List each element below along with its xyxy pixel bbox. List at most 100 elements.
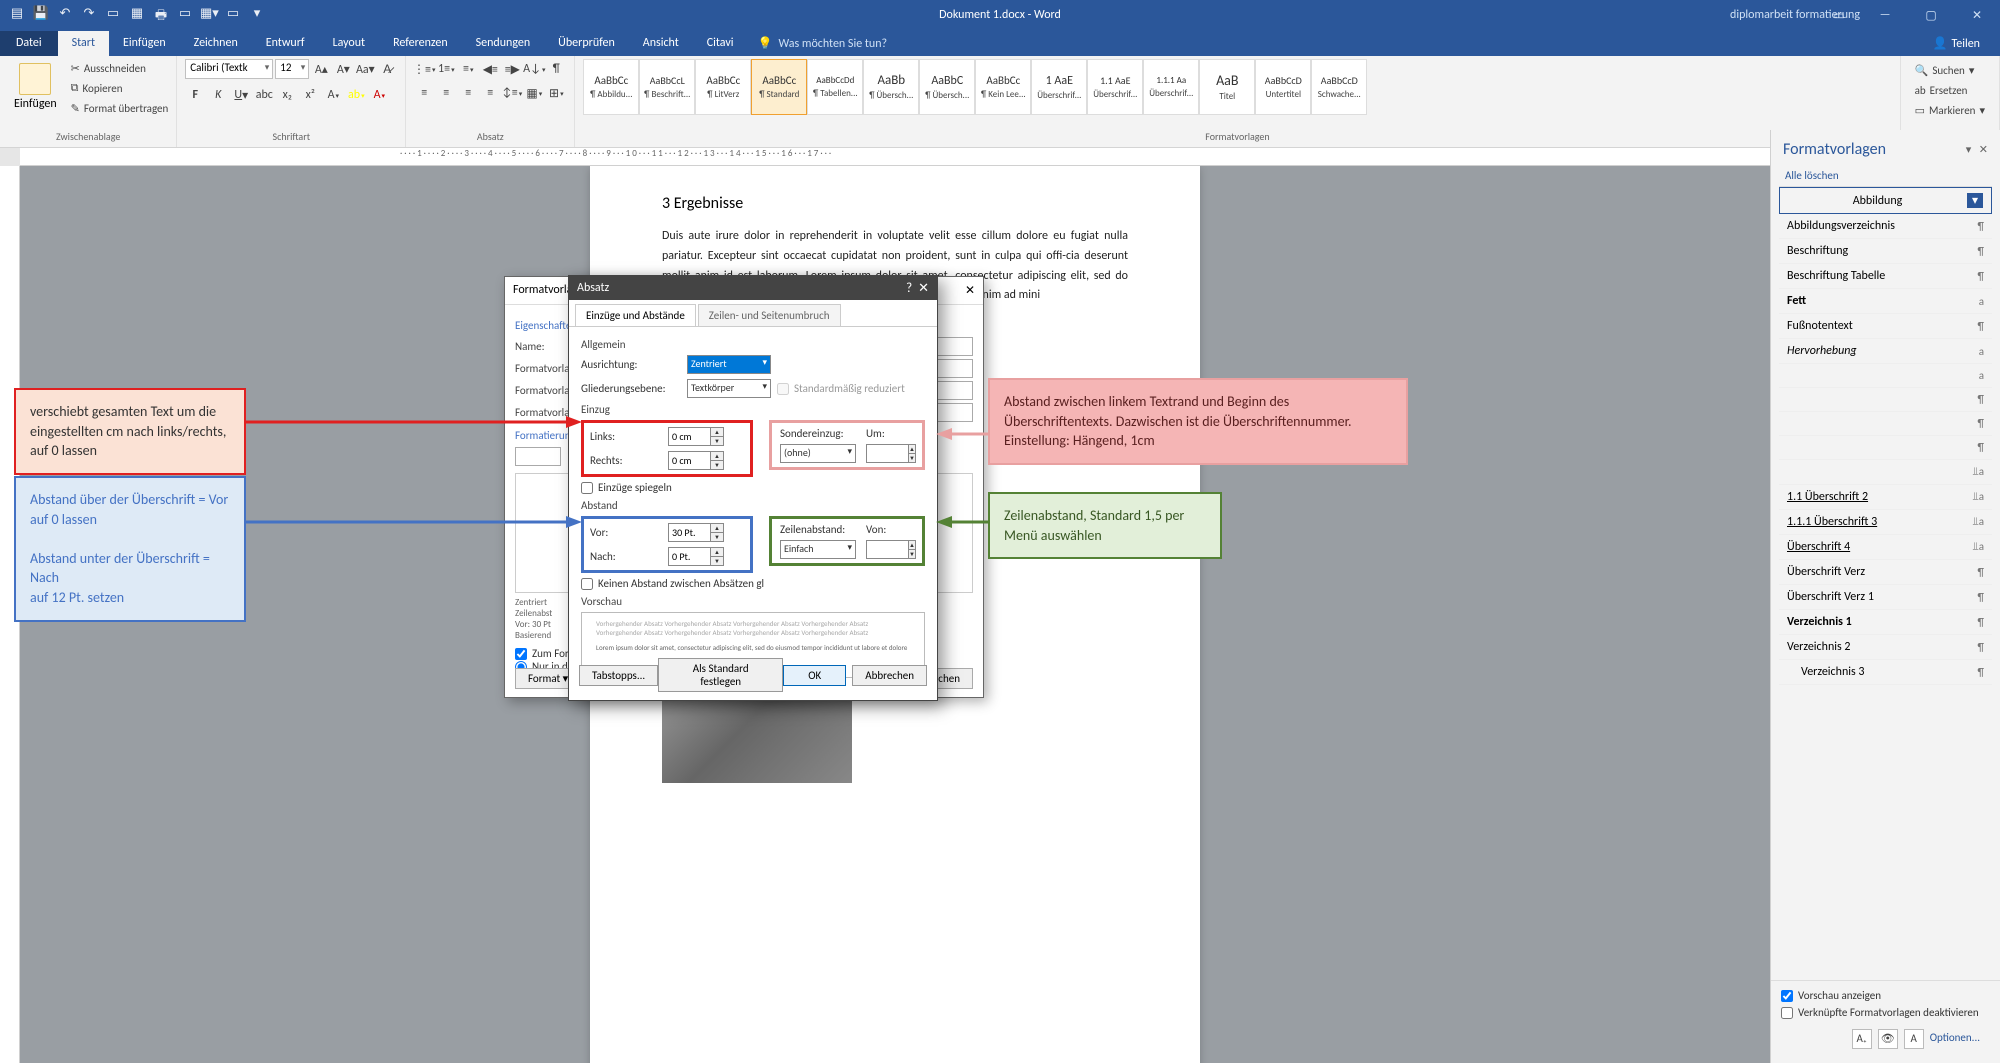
style-gallery-item[interactable]: AaBbCcDSchwache... (1311, 59, 1367, 115)
style-row[interactable]: ¶ (1779, 388, 1992, 412)
multilevel-icon[interactable]: ≡ (458, 59, 478, 79)
help-icon[interactable]: ? (906, 281, 912, 296)
underline-icon[interactable]: U▾ (231, 85, 251, 105)
cut-button[interactable]: ✂ Ausschneiden (71, 59, 169, 77)
dedent-icon[interactable]: ◀≡ (480, 59, 500, 79)
space-after-input[interactable]: ▲▼ (668, 547, 744, 566)
tab-file[interactable]: Datei (0, 31, 58, 56)
qat-icon[interactable]: 🖶 (152, 6, 170, 24)
style-row[interactable]: Verzeichnis 3¶ (1779, 660, 1992, 685)
no-space-check[interactable] (581, 578, 593, 590)
minimize-icon[interactable]: — (1862, 0, 1908, 30)
font-color-icon[interactable]: A (369, 85, 389, 105)
special-indent-select[interactable]: (ohne) (780, 444, 856, 463)
font-name-combo[interactable]: Calibri (Textk (185, 59, 273, 79)
ribbon-opts-icon[interactable]: ▭ (1816, 0, 1862, 30)
style-gallery-item[interactable]: AaBbCcDUntertitel (1255, 59, 1311, 115)
options-link[interactable]: Optionen... (1930, 1029, 1980, 1049)
mirror-check[interactable] (581, 482, 593, 494)
shrink-font-icon[interactable]: A▾ (333, 59, 353, 79)
tab-references[interactable]: Referenzen (379, 31, 462, 56)
tab-draw[interactable]: Zeichnen (180, 31, 252, 56)
line-at-input[interactable]: ▲▼ (866, 540, 914, 559)
tab-linebreaks[interactable]: Zeilen- und Seitenumbruch (698, 304, 841, 326)
style-gallery-item[interactable]: AaBbCc¶ Kein Lee... (975, 59, 1031, 115)
style-row[interactable]: Überschrift Verz¶ (1779, 560, 1992, 585)
style-row[interactable]: Abbildung▾ (1779, 187, 1992, 214)
qat-icon[interactable]: ▭ (224, 6, 242, 24)
show-preview-check[interactable] (1781, 990, 1793, 1002)
indent-left-input[interactable]: ▲▼ (668, 427, 744, 446)
style-gallery-item[interactable]: AaBbCcL¶ Beschrift... (639, 59, 695, 115)
close-icon[interactable]: ✕ (918, 281, 929, 296)
style-gallery-item[interactable]: 1.1 AaEÜberschrif... (1087, 59, 1143, 115)
style-gallery-item[interactable]: AaBbCcDd¶ Tabellen... (807, 59, 863, 115)
tab-mailings[interactable]: Sendungen (462, 31, 545, 56)
style-row[interactable]: 1.1 Überschrift 2⫫a (1779, 485, 1992, 510)
ruler-horizontal[interactable]: ····1····2····3····4····5····6····7····8… (20, 148, 2000, 166)
change-case-icon[interactable]: Aa▾ (355, 59, 375, 79)
style-row[interactable]: Überschrift 4⫫a (1779, 535, 1992, 560)
cancel-button[interactable]: Abbrechen (852, 665, 927, 686)
bold-icon[interactable]: F (185, 85, 205, 105)
copy-button[interactable]: ⧉ Kopieren (71, 79, 169, 97)
tab-indents[interactable]: Einzüge und Abstände (575, 304, 696, 326)
style-gallery-item[interactable]: 1 AaEÜberschrif... (1031, 59, 1087, 115)
grow-font-icon[interactable]: A▴ (311, 59, 331, 79)
find-button[interactable]: 🔍 Suchen ▾ (1915, 61, 1985, 79)
tab-view[interactable]: Ansicht (629, 31, 693, 56)
undo-icon[interactable]: ↶ (56, 6, 74, 24)
tab-design[interactable]: Entwurf (252, 31, 319, 56)
tell-me[interactable]: 💡Was möchten Sie tun? (748, 31, 898, 56)
italic-icon[interactable]: K (208, 85, 228, 105)
line-spacing-icon[interactable]: ↕≡ (502, 83, 522, 103)
disable-linked-check[interactable] (1781, 1007, 1793, 1019)
pilcrow-icon[interactable]: ¶ (546, 59, 566, 79)
style-row[interactable]: a (1779, 364, 1992, 388)
close-icon[interactable]: ✕ (965, 283, 975, 298)
inspector-icon[interactable]: 👁 (1878, 1029, 1898, 1049)
style-gallery-item[interactable]: AaBb¶ Übersch... (863, 59, 919, 115)
style-row[interactable]: 1.1.1 Überschrift 3⫫a (1779, 510, 1992, 535)
superscript-icon[interactable]: x² (300, 85, 320, 105)
sort-icon[interactable]: A↓ (524, 59, 544, 79)
paste-button[interactable]: Einfügen (8, 59, 63, 115)
style-row[interactable]: ¶ (1779, 436, 1992, 460)
tab-insert[interactable]: Einfügen (109, 31, 180, 56)
borders-icon[interactable]: ⊞ (546, 83, 566, 103)
heading-3[interactable]: 3 Ergebnisse (662, 194, 1128, 213)
select-button[interactable]: ▭ Markieren ▾ (1915, 101, 1985, 119)
style-gallery-item[interactable]: AaBbCc¶ Standard (751, 59, 807, 115)
font-size-combo[interactable]: 12 (275, 59, 309, 79)
style-row[interactable]: Verzeichnis 2¶ (1779, 635, 1992, 660)
clear-format-icon[interactable]: A̷ (377, 59, 397, 79)
justify-icon[interactable]: ≡ (480, 83, 500, 103)
clear-all-link[interactable]: Alle löschen (1779, 165, 1992, 186)
save-icon[interactable]: 💾 (32, 6, 50, 24)
style-gallery-item[interactable]: 1.1.1 AaÜberschrif... (1143, 59, 1199, 115)
style-row[interactable]: Hervorhebunga (1779, 339, 1992, 364)
style-row[interactable]: ⫫a (1779, 460, 1992, 485)
tab-home[interactable]: Start (58, 31, 109, 56)
new-style-icon[interactable]: A₊ (1852, 1029, 1872, 1049)
maximize-icon[interactable]: ▢ (1908, 0, 1954, 30)
text-effects-icon[interactable]: A (323, 85, 343, 105)
ok-button[interactable]: OK (783, 665, 846, 686)
style-row[interactable]: Beschriftung¶ (1779, 239, 1992, 264)
qat-icon[interactable]: ▦▾ (200, 6, 218, 24)
shading-icon[interactable]: ▦ (524, 83, 544, 103)
style-row[interactable]: Beschriftung Tabelle¶ (1779, 264, 1992, 289)
style-row[interactable]: Fetta (1779, 289, 1992, 314)
indent-right-input[interactable]: ▲▼ (668, 451, 744, 470)
style-gallery-item[interactable]: AaBbC¶ Übersch... (919, 59, 975, 115)
close-icon[interactable]: ✕ (1954, 0, 2000, 30)
format-painter-button[interactable]: ✎ Format übertragen (71, 99, 169, 117)
space-before-input[interactable]: ▲▼ (668, 523, 744, 542)
dialog-titlebar[interactable]: Absatz ?✕ (569, 276, 937, 300)
qat-dd-icon[interactable]: ▾ (248, 6, 266, 24)
align-left-icon[interactable]: ≡ (414, 83, 434, 103)
tab-layout[interactable]: Layout (319, 31, 380, 56)
default-button[interactable]: Als Standard festlegen (658, 658, 783, 692)
style-row[interactable]: Verzeichnis 1¶ (1779, 610, 1992, 635)
style-row[interactable]: Fußnotentext¶ (1779, 314, 1992, 339)
